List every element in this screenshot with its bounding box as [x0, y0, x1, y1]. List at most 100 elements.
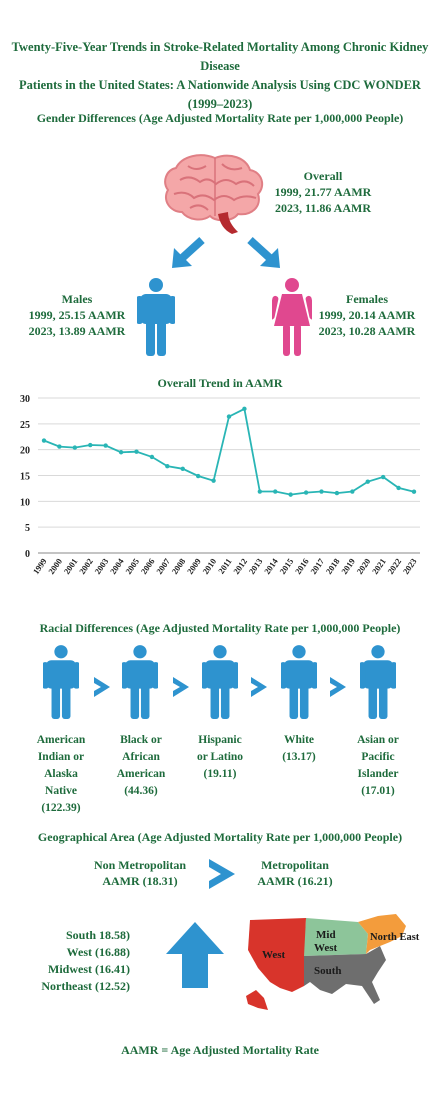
chart-x-tick-label: 2013 [247, 556, 265, 576]
chart-point [165, 464, 170, 469]
chart-y-tick-label: 30 [20, 394, 30, 405]
chart-point [303, 490, 309, 495]
race-label-line: Asian or [357, 734, 399, 746]
chart-point [350, 489, 355, 494]
chart-x-tick-label: 2006 [139, 556, 157, 576]
males-stats: Males 1999, 25.15 AAMR 2023, 13.89 AAMR [22, 291, 132, 339]
chart-x-tick-label: 2003 [92, 556, 110, 576]
race-label-line: Hispanic [198, 734, 242, 746]
brain-icon [164, 154, 264, 234]
nonmetro-stats: Non Metropolitan AAMR (18.31) [80, 857, 200, 889]
chart-y-tick-label: 25 [20, 420, 30, 431]
race-label-line: (19.11) [203, 768, 237, 780]
chart-point [273, 489, 278, 494]
race-label-line: Native [45, 785, 77, 797]
chart-points [41, 406, 417, 497]
chart-x-tick-label: 2018 [324, 556, 342, 576]
chart-x-tick-label: 2012 [231, 556, 249, 576]
females-stats: Females 1999, 20.14 AAMR 2023, 10.28 AAM… [312, 291, 422, 339]
metro-label: Metropolitan [261, 858, 329, 872]
region-west: West (16.88) [66, 945, 130, 959]
map-label-midwest-2: West [314, 942, 338, 954]
title-line-2: Patients in the United States: A Nationw… [19, 78, 421, 111]
arrow-up-icon [166, 922, 224, 988]
chevron-right-icon [94, 677, 110, 697]
chart-point [57, 444, 62, 449]
chart-point [411, 489, 417, 494]
chart-point [195, 473, 201, 479]
chart-point [288, 492, 293, 497]
overall-1999: 1999, 21.77 AAMR [274, 185, 372, 199]
chart-point [103, 443, 108, 448]
race-label-line: (122.39) [41, 802, 81, 814]
chart-x-tick-label: 2023 [401, 556, 419, 576]
chart-x-tick-label: 2009 [185, 556, 203, 576]
race-label-line: (13.17) [282, 751, 316, 763]
race-label-line: White [283, 734, 315, 746]
race-heading: Racial Differences (Age Adjusted Mortali… [39, 621, 401, 635]
race-label-line: American [116, 768, 166, 780]
chart-point [134, 449, 139, 454]
chart-x-tick-label: 2019 [339, 556, 357, 576]
males-1999: 1999, 25.15 AAMR [28, 308, 126, 322]
chart-point [180, 466, 185, 471]
map-label-midwest-1: Mid [316, 929, 336, 941]
region-midwest: Midwest (16.41) [48, 962, 130, 976]
race-label-asian: Asian or Pacific Islander (17.01) [343, 732, 413, 800]
race-label-white: White (13.17) [264, 732, 334, 766]
chart-y-tick-label: 15 [20, 472, 30, 483]
females-2023: 2023, 10.28 AAMR [318, 324, 416, 338]
chart-title: Overall Trend in AAMR [157, 376, 282, 390]
chart-x-tick-label: 2015 [277, 556, 295, 576]
chart-gridlines [38, 397, 420, 554]
chart-point [380, 474, 386, 480]
person-icon [360, 645, 396, 719]
region-northeast: Northeast (12.52) [41, 979, 130, 993]
race-label-line: or Latino [196, 751, 244, 763]
chart-x-tick-label: 2002 [77, 556, 95, 576]
map-region-midwest [304, 918, 368, 956]
chart-x-tick-label: 2007 [154, 556, 172, 576]
chart-point [41, 438, 47, 443]
region-south: South 18.58) [65, 928, 130, 942]
chart-point [319, 489, 324, 494]
person-icon [43, 645, 79, 719]
chart-x-tick-label: 2021 [370, 556, 388, 576]
infographic-title: Twenty-Five-Year Trends in Stroke-Relate… [10, 38, 430, 114]
us-regions-map: West Mid West North East South [246, 914, 420, 1010]
males-2023: 2023, 13.89 AAMR [28, 324, 126, 338]
females-label: Females [346, 292, 388, 306]
map-region-alaska [246, 990, 268, 1010]
chevron-right-icon [251, 677, 267, 697]
map-label-south: South [314, 965, 342, 977]
gender-heading: Gender Differences (Age Adjusted Mortali… [36, 111, 404, 125]
chart-point [365, 479, 370, 484]
map-label-northeast: North East [370, 932, 420, 943]
nonmetro-label: Non Metropolitan [93, 858, 187, 872]
chevron-right-icon [209, 859, 235, 889]
race-label-aian: American Indian or Alaska Native (122.39… [26, 732, 96, 817]
overall-2023: 2023, 11.86 AAMR [275, 201, 371, 215]
geo-heading: Geographical Area (Age Adjusted Mortalit… [37, 830, 403, 844]
race-label-line: (17.01) [361, 785, 395, 797]
arrow-down-left-icon [172, 237, 205, 268]
chart-x-tick-label: 2008 [169, 556, 187, 576]
chart-y-tick-label: 10 [20, 497, 30, 508]
chart-x-tick-label: 2016 [293, 556, 311, 576]
race-label-line: American [36, 734, 86, 746]
chart-point [88, 442, 93, 448]
chart-point [118, 450, 124, 455]
chevron-right-icon [330, 677, 346, 697]
arrow-down-right-icon [247, 237, 280, 268]
chart-x-tick-label: 2017 [308, 556, 326, 576]
map-region-south [304, 946, 386, 1004]
males-label: Males [61, 292, 93, 306]
chart-x-tick-label: 2005 [123, 556, 141, 576]
chart-y-tick-label: 5 [25, 523, 30, 534]
female-person-icon [272, 278, 312, 356]
person-icon [202, 645, 238, 719]
person-icon [281, 645, 317, 719]
race-label-black: Black or African American (44.36) [106, 732, 176, 800]
chart-y-tick-label: 0 [25, 549, 30, 560]
